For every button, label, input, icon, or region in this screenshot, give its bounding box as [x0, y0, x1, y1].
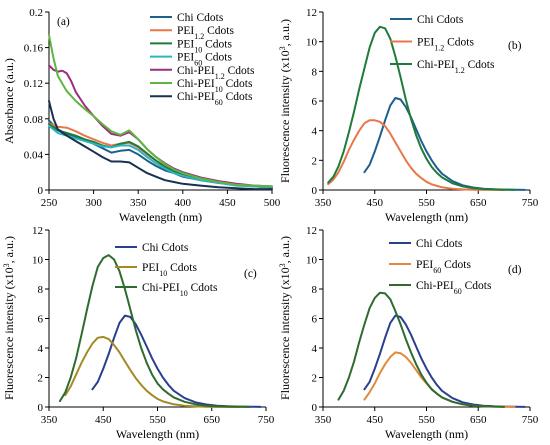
y-tick-label: 0 [38, 185, 44, 197]
y-tick-label: 0.08 [24, 114, 44, 126]
panel-c: 0 2 4 6 8 10 12 350 450 550 650 750 Wavelength (nm) F… [2, 225, 275, 441]
y-axis-label: Absorbance (a.u.) [2, 58, 16, 144]
legend: Chi Cdots PEI60 Cdots Chi-PEI60 Cdots [389, 238, 492, 296]
legend: Chi Cdots PEI1.2 Cdots Chi-PEI1.2 Cdots [390, 14, 495, 75]
y-tick-label: 6 [38, 314, 44, 326]
panel-a: 0 0.04 0.08 0.12 0.16 0.2 250 300 350 400 450 500 Wa… [2, 7, 281, 224]
series-line [64, 335, 240, 408]
panel-label: (a) [57, 16, 70, 28]
x-axis-label: Wavelength (nm) [119, 210, 202, 224]
series-line [363, 97, 526, 191]
y-tick-label: 2 [312, 373, 318, 385]
x-tick-label: 550 [418, 197, 435, 209]
y-tick-label: 0.2 [29, 7, 43, 19]
legend-label: PEI10 Cdots [142, 262, 197, 278]
y-axis-label: Fluorescence intensity (x103, a.u.) [278, 236, 293, 400]
x-tick-label: 550 [418, 414, 435, 426]
legend-label: PEI1.2 Cdots [417, 37, 474, 53]
y-tick-label: 2 [312, 155, 318, 167]
panel-label: (b) [508, 40, 522, 52]
x-tick-label: 450 [367, 414, 384, 426]
legend-label: Chi Cdots [417, 14, 464, 26]
series-line [48, 100, 273, 191]
series-line [337, 291, 506, 408]
x-tick-label: 400 [175, 197, 192, 209]
legend-label: Chi-PEI10 Cdots [142, 282, 218, 298]
legend-label: PEI60 Cdots [177, 52, 232, 68]
series-line [48, 124, 273, 189]
y-tick-label: 4 [38, 343, 44, 355]
x-tick-label: 250 [41, 197, 58, 209]
y-tick-label: 8 [312, 284, 318, 296]
series-line [363, 351, 516, 408]
panel-label: (c) [244, 268, 257, 280]
y-tick-label: 10 [306, 37, 318, 49]
x-tick-label: 500 [264, 197, 281, 209]
y-tick-label: 12 [32, 225, 43, 237]
y-tick-label: 8 [38, 284, 44, 296]
x-tick-label: 550 [149, 414, 166, 426]
y-tick-label: 12 [306, 225, 317, 237]
legend-label: Chi Cdots [142, 242, 189, 254]
y-tick-label: 12 [306, 7, 317, 19]
y-axis-label: Fluorescence intensity (x103, a.u.) [2, 236, 17, 400]
series-line [58, 254, 251, 408]
legend-label: Chi-PEI1.2 Cdots [417, 59, 495, 75]
x-tick-label: 650 [470, 197, 487, 209]
series-line [363, 314, 526, 408]
x-tick-label: 350 [41, 414, 58, 426]
x-tick-label: 750 [258, 414, 275, 426]
x-tick-label: 450 [95, 414, 112, 426]
y-tick-label: 0 [38, 402, 44, 414]
series-line [48, 119, 273, 189]
legend-label: Chi Cdots [416, 238, 463, 250]
legend-label: PEI1.2 Cdots [177, 25, 234, 41]
x-axis-label: Wavelength (nm) [385, 427, 468, 441]
x-tick-label: 650 [470, 414, 487, 426]
y-tick-label: 0.12 [24, 78, 43, 90]
legend-label: Chi-PEI10 Cdots [177, 78, 253, 94]
y-tick-label: 6 [312, 96, 318, 108]
x-tick-label: 750 [522, 414, 539, 426]
x-tick-label: 650 [204, 414, 221, 426]
x-axis-label: Wavelength (nm) [385, 210, 468, 224]
legend: Chi Cdots PEI10 Cdots Chi-PEI10 Cdots [115, 242, 218, 298]
legend-label: Chi-PEI1.2 Cdots [177, 65, 255, 81]
panel-d: 0 2 4 6 8 10 12 350 450 550 650 750 Wavelength (nm) F… [278, 225, 539, 441]
y-tick-label: 2 [38, 373, 44, 385]
legend-label: Chi-PEI60 Cdots [416, 280, 492, 296]
x-tick-label: 350 [315, 414, 332, 426]
y-tick-label: 8 [312, 66, 318, 78]
y-tick-label: 10 [32, 255, 44, 267]
x-tick-label: 350 [315, 197, 332, 209]
y-tick-label: 0 [312, 402, 318, 414]
legend-label: PEI10 Cdots [177, 38, 232, 54]
series-line [327, 119, 506, 191]
panel-label: (d) [508, 264, 522, 276]
series-line [91, 314, 262, 408]
y-tick-label: 4 [312, 126, 318, 138]
x-axis-label: Wavelength (nm) [116, 427, 199, 441]
y-axis-label: Fluorescence intensity (x103, a.u.) [278, 19, 293, 183]
y-tick-label: 4 [312, 343, 318, 355]
x-tick-label: 450 [367, 197, 384, 209]
y-tick-label: 0.04 [24, 149, 44, 161]
y-tick-label: 10 [306, 255, 318, 267]
x-tick-label: 450 [219, 197, 236, 209]
x-tick-label: 350 [130, 197, 147, 209]
legend-label: Chi Cdots [177, 12, 224, 24]
legend-label: Chi-PEI60 Cdots [177, 91, 253, 107]
series-line [48, 34, 273, 188]
y-tick-label: 6 [312, 314, 318, 326]
y-tick-label: 0 [312, 185, 318, 197]
panel-b: 0 2 4 6 8 10 12 350 450 550 650 750 Wavelength (nm) F… [278, 7, 539, 224]
x-tick-label: 300 [85, 197, 102, 209]
x-tick-label: 750 [522, 197, 539, 209]
y-tick-label: 0.16 [24, 43, 44, 55]
series-line [327, 25, 516, 191]
legend-label: PEI60 Cdots [416, 259, 471, 275]
